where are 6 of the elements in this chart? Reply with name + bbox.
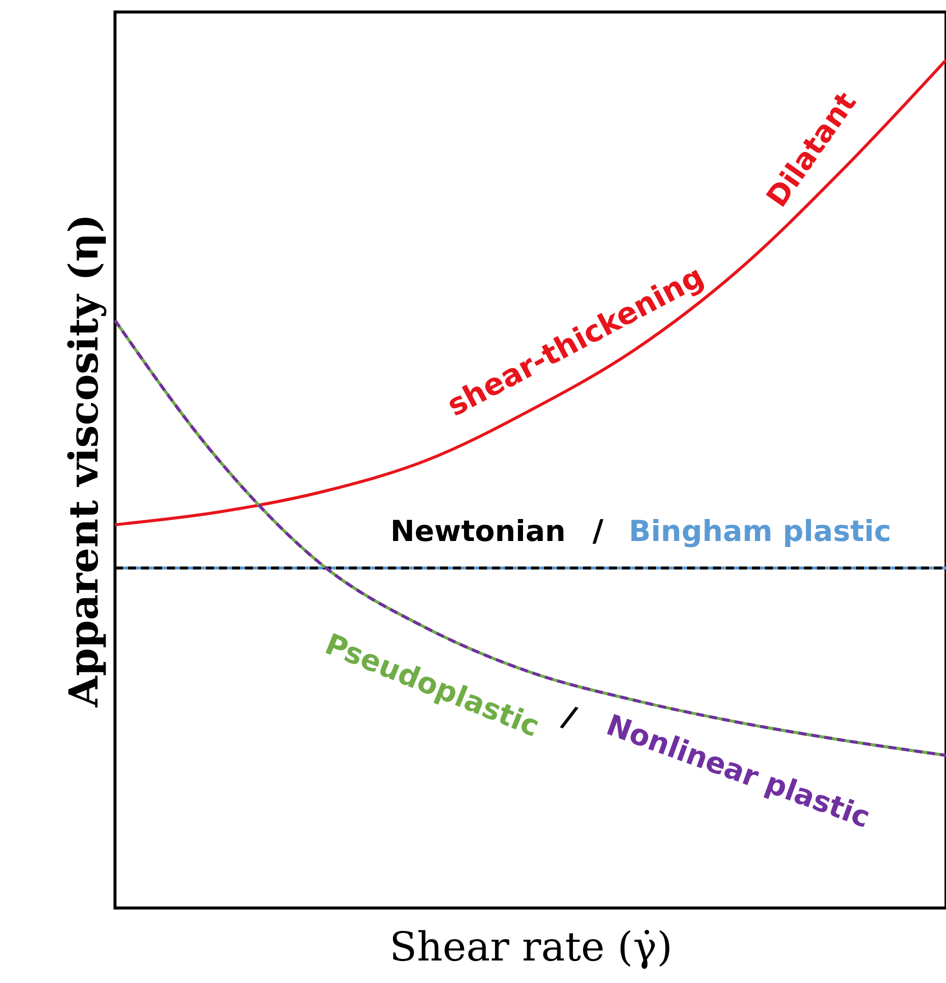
series-label: Newtonian [390, 514, 566, 548]
y-axis-title: Apparent viscosity (η) [60, 214, 108, 708]
x-axis-title: Shear rate (γ̇) [389, 924, 673, 970]
annotation: / [592, 514, 604, 549]
series-label: Bingham plastic [628, 514, 892, 548]
annotation: / [558, 699, 580, 736]
